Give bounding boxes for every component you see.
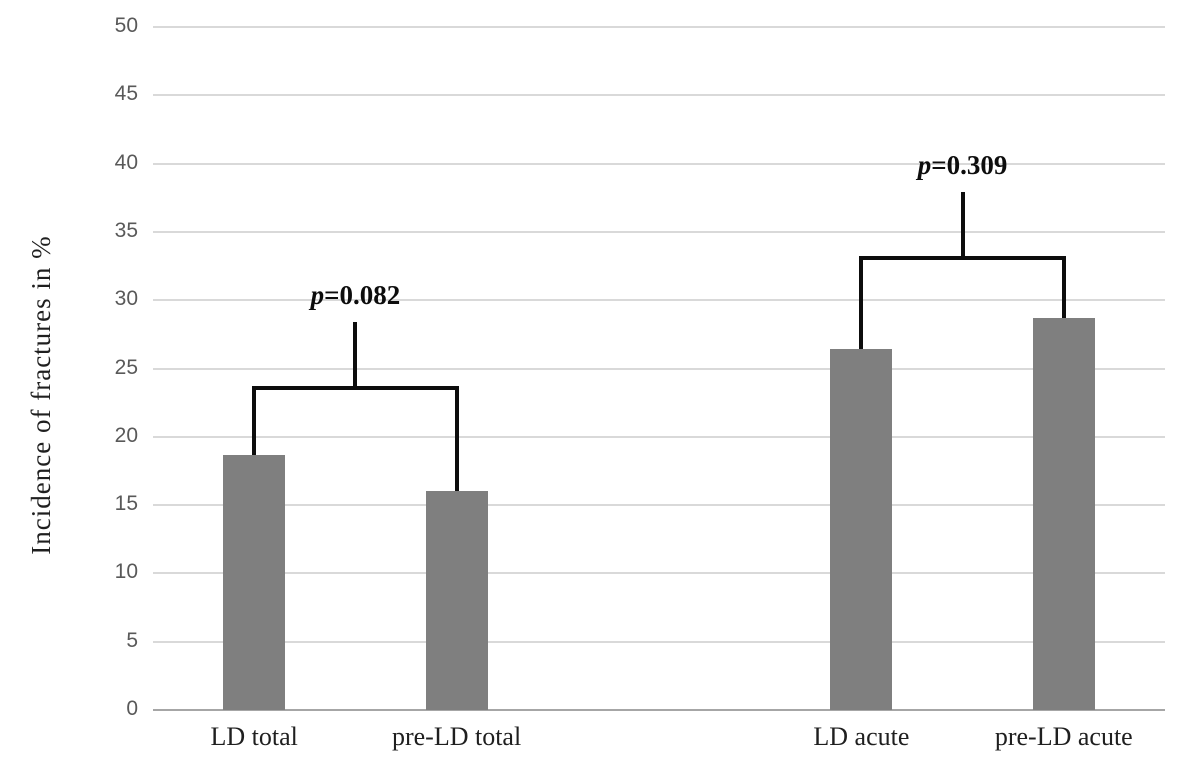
x-category-label: pre-LD acute [994, 722, 1133, 751]
x-category-label: LD acute [813, 722, 910, 751]
bracket-horizontal [859, 256, 1066, 261]
y-tick-label: 20 [114, 423, 138, 447]
gridline [153, 94, 1165, 97]
y-tick-label: 0 [126, 697, 138, 720]
gridline [153, 572, 1165, 575]
x-category-label: LD total [210, 722, 298, 751]
y-tick-label: 5 [126, 628, 138, 652]
bracket-stem [353, 322, 358, 387]
x-category-label: pre-LD total [391, 722, 522, 751]
y-tick-label: 25 [114, 355, 138, 379]
p-value-text: =0.082 [324, 280, 401, 311]
bracket-left-drop [859, 256, 864, 350]
y-axis-title: Incidence of fractures in % [26, 235, 56, 555]
gridline [153, 299, 1165, 302]
bracket-right-drop [1061, 256, 1066, 318]
gridline [153, 162, 1165, 165]
bar [425, 491, 488, 710]
p-value-text: =0.309 [931, 150, 1008, 181]
y-tick-label: 40 [114, 150, 138, 174]
x-axis-line [153, 709, 1165, 711]
y-tick-label: 50 [114, 14, 138, 37]
p-value-label: p=0.309 [853, 150, 1073, 181]
p-symbol: p [917, 150, 932, 181]
bracket-right-drop [454, 386, 459, 492]
y-tick-label: 10 [114, 560, 138, 584]
gridline [153, 435, 1165, 438]
y-tick-label: 45 [114, 82, 138, 106]
bar [1032, 317, 1095, 710]
y-tick-label: 35 [114, 218, 138, 242]
gridline [153, 230, 1165, 233]
y-tick-label: 30 [114, 287, 138, 311]
gridline [153, 640, 1165, 643]
bar [223, 454, 286, 710]
y-tick-label: 15 [114, 492, 138, 516]
bar [830, 349, 893, 710]
gridline [153, 26, 1165, 28]
bracket-left-drop [252, 386, 257, 455]
p-value-label: p=0.082 [245, 280, 465, 311]
bracket-horizontal [252, 386, 459, 391]
bracket-stem [960, 192, 965, 257]
p-symbol: p [310, 280, 325, 311]
gridline [153, 367, 1165, 370]
gridline [153, 504, 1165, 507]
